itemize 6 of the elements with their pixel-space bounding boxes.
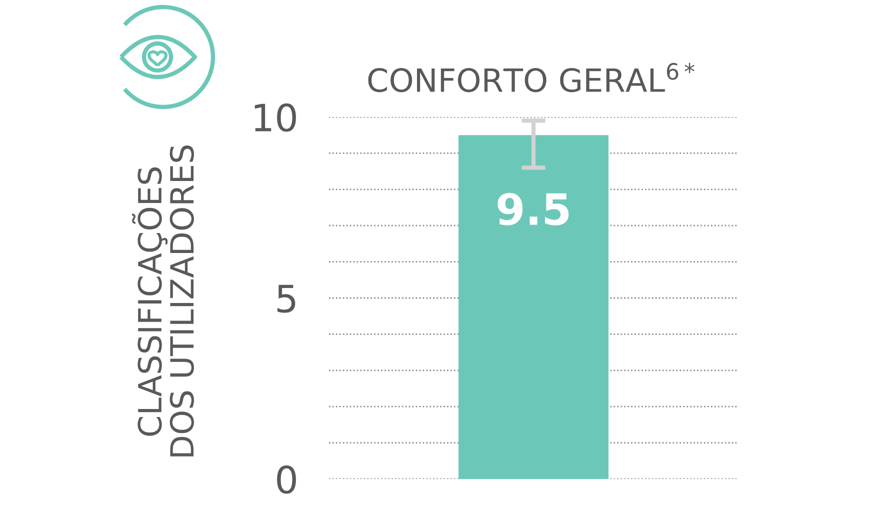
y-tick-label: 10 (254, 103, 296, 132)
y-tick-label: 5 (277, 284, 296, 313)
y-axis-title: CLASSIFICAÇÕES DOS UTILIZADORES (132, 145, 194, 456)
chart-title: CONFORTO GERAL$^{6*}$ (368, 62, 694, 92)
y-tick-label: 0 (277, 465, 296, 494)
data-label: 9.5 (498, 192, 569, 226)
